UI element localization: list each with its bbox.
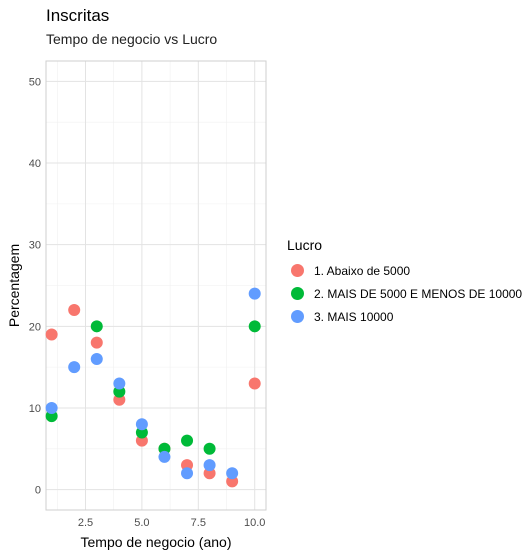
data-point-series-3 (45, 401, 58, 414)
data-point-series-1 (45, 328, 58, 341)
y-axis-label: Percentagem (6, 244, 22, 327)
plot-border (45, 60, 267, 511)
legend-item-series-1: 1. Abaixo de 5000 (287, 259, 522, 282)
legend-label-series-1: 1. Abaixo de 5000 (314, 263, 411, 278)
data-point-series-2 (181, 434, 194, 447)
data-point-series-3 (158, 450, 171, 463)
data-point-series-3 (248, 287, 261, 300)
x-axis-label: Tempo de negocio (ano) (81, 534, 232, 550)
x-tick-label: 7.5 (191, 517, 206, 529)
data-point-series-2 (203, 442, 216, 455)
x-tick-label: 2.5 (78, 517, 93, 529)
legend-label-series-2: 2. MAIS DE 5000 E MENOS DE 10000 (314, 286, 523, 301)
x-tick-label: 5.0 (134, 517, 149, 529)
data-point-series-3 (113, 377, 126, 390)
y-tick-label: 0 (35, 485, 41, 497)
legend-item-series-3: 3. MAIS 10000 (287, 305, 522, 328)
data-point-series-1 (90, 336, 103, 349)
chart-title: Inscritas (46, 6, 110, 25)
data-point-series-3 (226, 467, 239, 480)
chart-subtitle: Tempo de negocio vs Lucro (46, 31, 218, 47)
legend-marker-series-2 (291, 287, 304, 300)
data-point-series-1 (68, 303, 81, 316)
legend-label-series-3: 3. MAIS 10000 (314, 309, 394, 324)
data-point-series-2 (248, 320, 261, 333)
legend-marker-series-1 (291, 264, 304, 277)
data-point-series-3 (181, 467, 194, 480)
y-tick-label: 40 (29, 158, 41, 170)
data-point-series-2 (90, 320, 103, 333)
y-tick-label: 50 (29, 76, 41, 88)
data-point-series-3 (90, 352, 103, 365)
legend: Lucro 1. Abaixo de 5000 2. MAIS DE 5000 … (287, 237, 522, 328)
data-point-series-3 (68, 361, 81, 374)
legend-marker-series-3 (291, 310, 304, 323)
data-point-series-3 (135, 418, 148, 431)
y-tick-label: 20 (29, 321, 41, 333)
data-point-series-3 (203, 459, 216, 472)
data-point-series-1 (248, 377, 261, 390)
y-tick-label: 10 (29, 403, 41, 415)
x-tick-label: 10.0 (244, 517, 265, 529)
y-tick-label: 30 (29, 240, 41, 252)
legend-title: Lucro (287, 237, 323, 253)
legend-item-series-2: 2. MAIS DE 5000 E MENOS DE 10000 (287, 282, 522, 305)
